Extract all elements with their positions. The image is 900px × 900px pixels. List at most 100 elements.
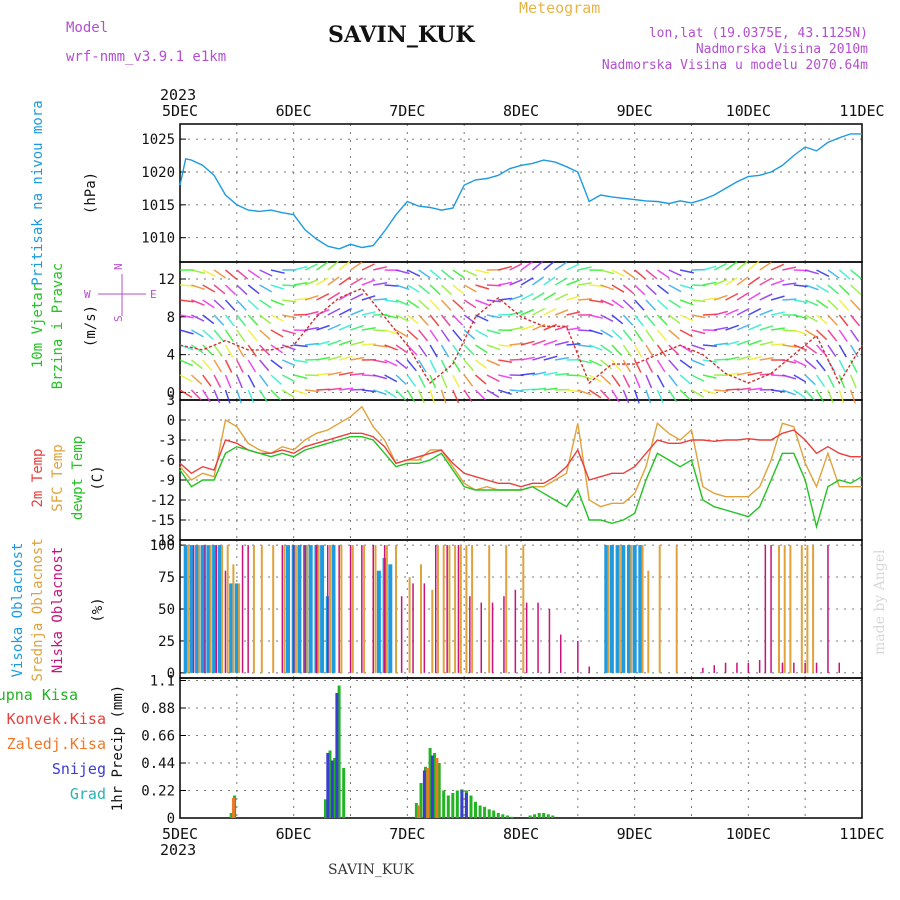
wind-vector: [532, 371, 547, 376]
wind-vector: [202, 359, 213, 372]
wind-vector: [815, 359, 826, 372]
wind-vector: [190, 389, 202, 401]
cloud-bar: [349, 545, 352, 673]
wind-vector: [463, 299, 477, 309]
wind-vector: [600, 299, 614, 307]
wind-vector: [247, 329, 258, 342]
wind-vector: [838, 344, 847, 358]
wind-vector: [236, 389, 243, 404]
wind-vector: [213, 389, 221, 404]
wind-vector: [327, 276, 340, 286]
wind-vector: [543, 292, 557, 301]
wind-vector: [748, 323, 762, 331]
watermark: made by Angel: [872, 549, 888, 656]
wind-vector: [725, 356, 740, 361]
x-tick-label-top: 5DEC: [162, 102, 198, 120]
wind-vector: [202, 389, 211, 403]
wind-vector: [770, 295, 785, 301]
wind-vector: [304, 263, 318, 271]
cloud-bar: [388, 564, 393, 673]
wind-vector: [849, 329, 860, 342]
y-tick-label: 3: [167, 393, 175, 409]
x-tick-label-bottom: 11DEC: [839, 825, 884, 843]
wind-vector: [247, 314, 259, 326]
wind-vector: [725, 340, 740, 346]
wind-vector: [622, 299, 635, 311]
wind-vector: [566, 311, 581, 316]
x-tick-label-top: 10DEC: [726, 102, 771, 120]
wind-vector: [498, 281, 513, 286]
wind-vector: [816, 299, 829, 309]
wind-vector: [486, 389, 500, 398]
cloud-bar: [789, 545, 792, 673]
pressure-series-line: [179, 133, 862, 250]
wind-vector: [224, 389, 231, 404]
wind-vector: [247, 344, 257, 357]
cloud-bar: [621, 545, 626, 673]
y-tick-label: 0: [167, 666, 175, 682]
precip-bar: [469, 795, 473, 818]
wind-vector: [440, 359, 449, 373]
wind-speed-line: [179, 287, 863, 385]
cloud-bar: [758, 660, 761, 673]
wind-vector: [259, 269, 273, 277]
wind-vector: [372, 389, 387, 396]
wind-vector: [645, 269, 658, 280]
wind-vector: [304, 310, 319, 316]
dewpt-temp-line: [179, 436, 863, 530]
wind-vector: [622, 344, 632, 357]
wind-vector: [475, 314, 489, 322]
precip-bar: [326, 753, 330, 818]
wind-vector: [395, 269, 410, 275]
wind-vector: [281, 389, 295, 398]
precip-legend-entry: Ukupna Kisa: [0, 686, 78, 704]
wind-vector: [725, 372, 740, 376]
wind-vector: [748, 355, 763, 361]
wind-vector: [770, 389, 786, 393]
wind-vector: [338, 307, 352, 316]
precip-bar: [419, 783, 423, 818]
cloud-bar: [408, 577, 411, 673]
wind-vector: [361, 389, 376, 393]
wind-vector: [531, 276, 545, 286]
wind-vector: [759, 293, 773, 301]
wind-vector: [747, 276, 761, 286]
wind-vector: [406, 329, 419, 340]
wind-vector: [202, 374, 212, 387]
wind-vector: [282, 299, 297, 303]
wind-vector: [293, 297, 308, 301]
wind-vector: [600, 359, 612, 370]
wind-vector: [213, 374, 222, 388]
cloud-bar: [815, 662, 818, 673]
wind-vector: [440, 284, 453, 296]
wind-vector: [679, 314, 694, 322]
precip-bar: [324, 799, 327, 819]
wind-vector: [406, 359, 417, 372]
cloud-bar: [658, 545, 661, 673]
y-tick-label: 0: [167, 811, 175, 827]
wind-vector: [418, 284, 431, 295]
wind-vector: [236, 359, 244, 373]
wind-vector: [395, 374, 407, 385]
wind-vector: [384, 344, 398, 351]
cloud-bar: [812, 545, 815, 673]
cloud-bar: [764, 545, 767, 673]
wind-vector: [532, 292, 545, 301]
precip-bar: [428, 748, 432, 818]
precip-bar: [229, 813, 233, 818]
wind-axis-subtitle: Brzina i Pravac: [50, 263, 66, 389]
wind-vector: [327, 260, 340, 271]
x-tick-label-top: 6DEC: [276, 102, 312, 120]
wind-vector: [543, 260, 556, 271]
cloud-bar: [315, 545, 318, 673]
cloud-bar: [320, 545, 325, 673]
precip-bar: [501, 814, 505, 819]
temp-2m-label: 2m Temp: [30, 448, 46, 507]
wind-vector: [259, 299, 272, 309]
wind-vector: [191, 284, 205, 291]
wind-vector: [589, 314, 603, 319]
wind-vector: [213, 329, 224, 342]
wind-vector: [293, 374, 308, 380]
wind-vector: [804, 329, 818, 338]
wind-vector: [645, 299, 657, 311]
